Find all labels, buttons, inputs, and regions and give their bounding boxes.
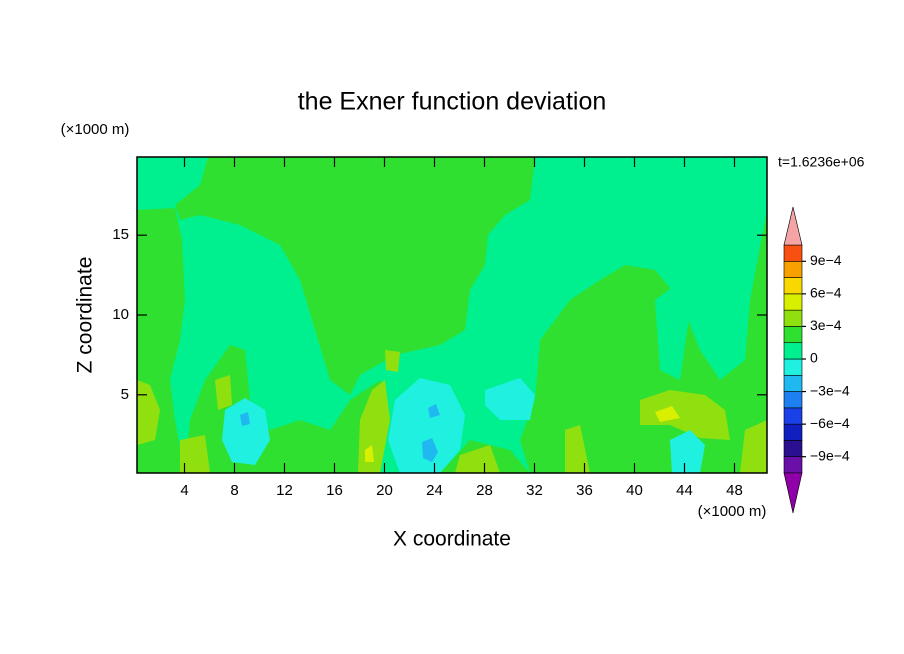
x-tick-label: 8 [230,482,238,499]
colorbar-box [783,374,803,392]
y-tick-label: 15 [112,226,129,243]
colorbar-tick-label: −3e−4 [810,382,850,398]
colorbar-box [783,326,803,344]
x-tick-label: 16 [326,482,343,499]
x-unit: (×1000 m) [698,503,767,520]
colorbar-box [783,277,803,295]
y-unit: (×1000 m) [61,121,130,138]
contour-region [222,378,705,473]
x-tick-label: 36 [576,482,593,499]
contour-region [175,157,535,395]
colorbar-extend-low [783,472,803,514]
colorbar-box [783,456,803,474]
y-tick-label: 5 [121,386,129,403]
contour-region [655,285,690,380]
x-tick-label: 28 [476,482,493,499]
colorbar-box [783,423,803,441]
x-tick-label: 4 [180,482,188,499]
colorbar-box [783,293,803,311]
y-tick-label: 10 [112,306,129,323]
colorbar-extend-high [783,206,803,246]
contour-field [137,157,767,473]
x-tick-label: 32 [526,482,543,499]
colorbar-box [783,244,803,262]
contour-region [137,350,767,473]
colorbar-tick-label: 9e−4 [810,252,842,268]
colorbar-box [783,309,803,327]
colorbar-box [783,407,803,425]
x-tick-label: 40 [626,482,643,499]
colorbar-tick-label: −6e−4 [810,415,850,431]
x-tick-label: 12 [276,482,293,499]
x-tick-label: 24 [426,482,443,499]
colorbar-box [783,342,803,360]
colorbar-tick-label: 3e−4 [810,317,842,333]
colorbar-box [783,440,803,458]
colorbar-box [783,391,803,409]
y-axis-label: Z coordinate [74,257,97,374]
colorbar-tick-label: 6e−4 [810,285,842,301]
x-tick-label: 44 [676,482,693,499]
colorbar-tick-label: −9e−4 [810,447,850,463]
time-label: t=1.6236e+06 [778,154,865,170]
x-axis-label: X coordinate [393,528,511,551]
chart-title: the Exner function deviation [298,88,607,116]
x-tick-label: 20 [376,482,393,499]
colorbar-tick-label: 0 [810,350,818,366]
x-tick-label: 48 [726,482,743,499]
colorbar-box [783,358,803,376]
colorbar-box [783,260,803,278]
